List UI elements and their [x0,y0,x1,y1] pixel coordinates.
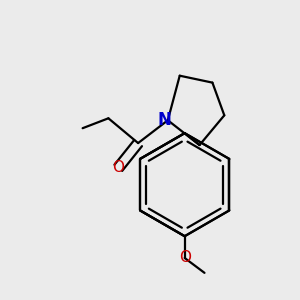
Text: O: O [112,160,124,175]
Text: O: O [179,250,191,266]
Text: N: N [158,111,172,129]
